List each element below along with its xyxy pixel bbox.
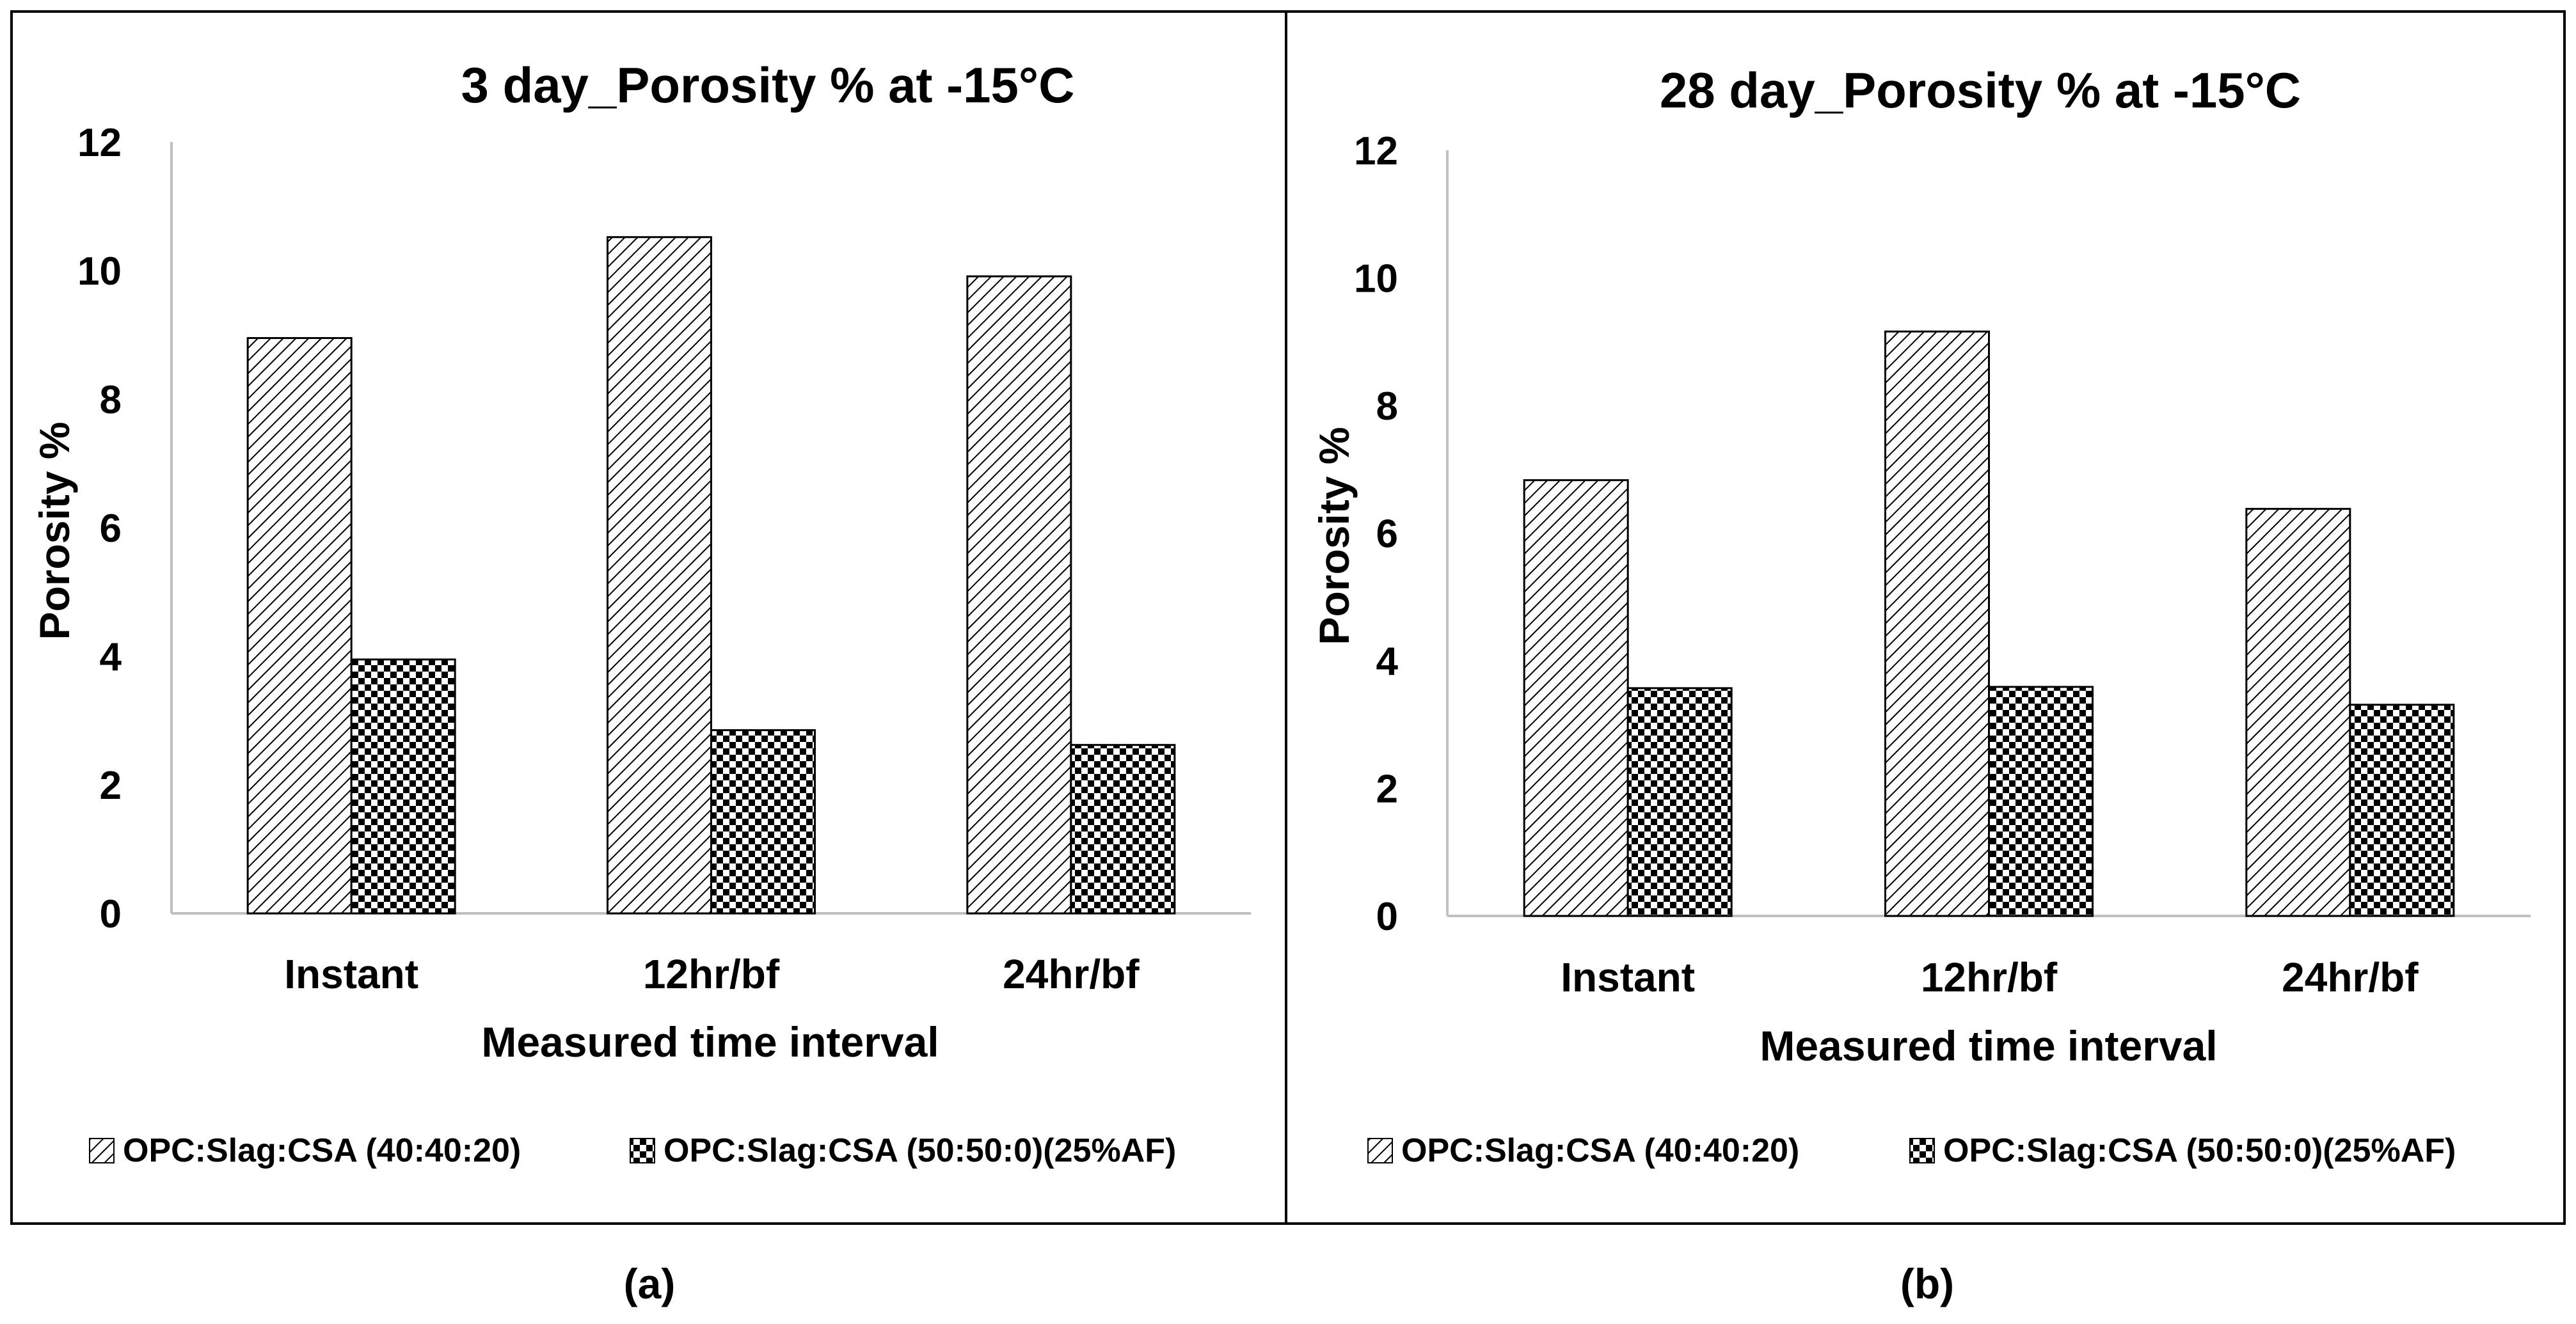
y-tick-label: 4 bbox=[1376, 640, 1399, 684]
y-tick-labels: 0 2 4 6 8 10 12 bbox=[77, 121, 122, 936]
legend-swatch bbox=[630, 1138, 655, 1163]
panel-label: (b) bbox=[1900, 1260, 1954, 1307]
y-tick-label: 12 bbox=[77, 121, 122, 165]
bar-series-a bbox=[607, 236, 712, 915]
legend-swatch bbox=[1909, 1138, 1935, 1163]
category-labels: Instant 12hr/bf 24hr/bf bbox=[284, 951, 1140, 997]
chart-frame bbox=[1285, 10, 2566, 1225]
y-tick-label: 2 bbox=[1376, 768, 1398, 812]
legend-label: OPC:Slag:CSA (50:50:0)(25%AF) bbox=[664, 1132, 1176, 1169]
bars bbox=[1523, 330, 2455, 917]
legend-swatch bbox=[89, 1138, 115, 1163]
bar-series-b bbox=[710, 729, 816, 915]
category-label: Instant bbox=[284, 951, 418, 997]
category-label: 24hr/bf bbox=[1003, 951, 1140, 997]
y-tick-label: 0 bbox=[100, 892, 122, 936]
chart-panel-b: 28 day_Porosity % at -15°C Porosity % 0 2… bbox=[1285, 10, 2566, 1307]
category-label: 24hr/bf bbox=[2282, 954, 2419, 1000]
bar-series-a bbox=[2245, 508, 2351, 917]
category-label: 12hr/bf bbox=[643, 951, 780, 997]
category-label: Instant bbox=[1561, 954, 1695, 1000]
bar-series-b bbox=[2349, 704, 2455, 917]
legend-label: OPC:Slag:CSA (40:40:20) bbox=[123, 1132, 521, 1169]
y-tick-labels: 0 2 4 6 8 10 12 bbox=[1354, 129, 1398, 939]
y-axis-label: Porosity % bbox=[1310, 427, 1358, 645]
bar-series-a bbox=[246, 337, 353, 915]
legend-label: OPC:Slag:CSA (50:50:0)(25%AF) bbox=[1943, 1132, 2456, 1169]
y-tick-label: 12 bbox=[1354, 129, 1398, 173]
chart-title: 28 day_Porosity % at -15°C bbox=[1660, 62, 2301, 118]
legend-label: OPC:Slag:CSA (40:40:20) bbox=[1401, 1132, 1799, 1169]
y-tick-label: 6 bbox=[1376, 512, 1398, 556]
category-labels: Instant 12hr/bf 24hr/bf bbox=[1561, 954, 2419, 1000]
y-tick-label: 0 bbox=[1376, 895, 1398, 939]
category-label: 12hr/bf bbox=[1921, 954, 2058, 1000]
panel-label: (a) bbox=[624, 1260, 676, 1307]
y-tick-label: 8 bbox=[1376, 384, 1398, 429]
bar-series-a bbox=[1884, 330, 1990, 917]
bar-series-a bbox=[966, 275, 1072, 915]
y-tick-label: 6 bbox=[100, 507, 122, 551]
legend: OPC:Slag:CSA (40:40:20) OPC:Slag:CSA (50:… bbox=[89, 1132, 1176, 1169]
bar-series-b bbox=[1626, 687, 1733, 917]
bar-series-b bbox=[1988, 686, 2094, 917]
chart-title: 3 day_Porosity % at -15°C bbox=[461, 57, 1075, 113]
x-axis-label: Measured time interval bbox=[481, 1018, 939, 1066]
bar-series-b bbox=[350, 658, 456, 915]
bars bbox=[246, 236, 1176, 915]
y-tick-label: 2 bbox=[100, 764, 122, 808]
y-axis-label: Porosity % bbox=[31, 422, 78, 640]
legend-swatch bbox=[1367, 1138, 1393, 1163]
legend: OPC:Slag:CSA (40:40:20) OPC:Slag:CSA (50:… bbox=[1367, 1132, 2456, 1169]
chart-panel-a: 3 day_Porosity % at -15°C Porosity % 024… bbox=[10, 10, 1287, 1307]
y-tick-label: 4 bbox=[100, 635, 122, 679]
bar-series-b bbox=[1070, 744, 1176, 915]
y-tick-label: 8 bbox=[100, 378, 122, 422]
y-tick-label: 10 bbox=[77, 249, 122, 294]
y-tick-label: 10 bbox=[1354, 257, 1398, 301]
x-axis-label: Measured time interval bbox=[1760, 1022, 2217, 1069]
bar-series-a bbox=[1523, 479, 1629, 917]
